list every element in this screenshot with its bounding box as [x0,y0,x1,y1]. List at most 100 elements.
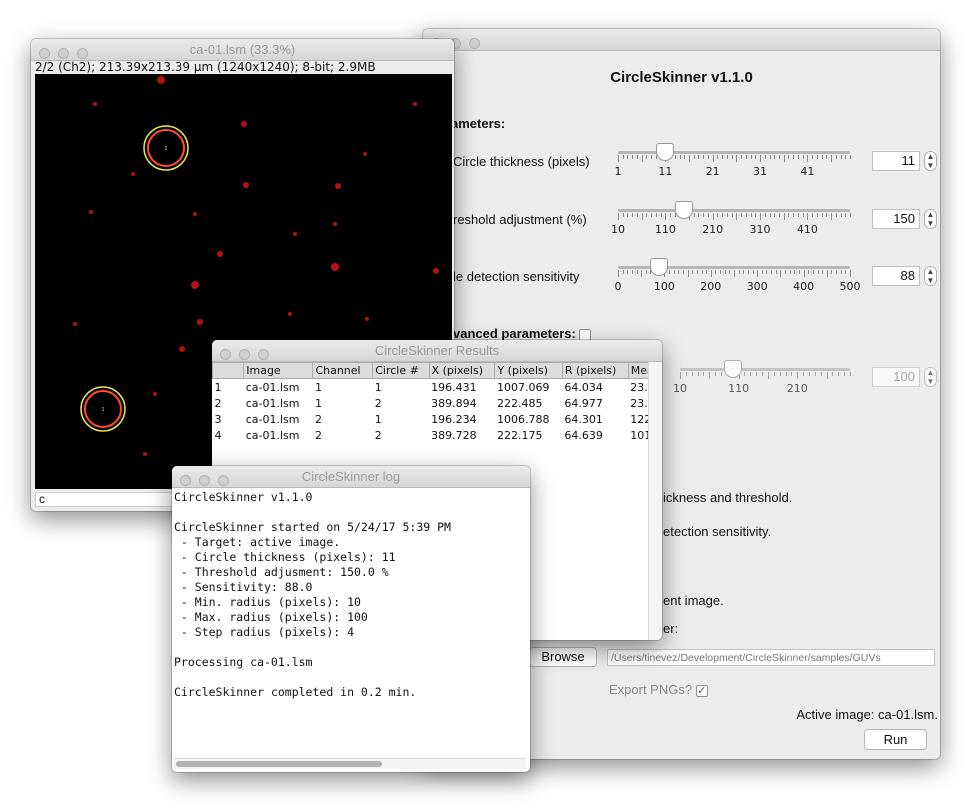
slider-tick [693,155,695,159]
slider-tick [689,155,691,162]
spinner-arrows-icon[interactable]: ▲ ▼ [924,367,937,387]
results-table[interactable]: Image Channel Circle # X (pixels) Y (pixels)… [212,362,662,443]
export-pngs-checkbox[interactable]: ✓ [695,684,708,697]
slider-tick-label: 410 [796,223,818,236]
table-row[interactable]: 2 ca-01.lsm 1 2 389.894 222.485 64.977 23. [213,395,662,411]
slider-tick [731,213,733,217]
slider-tick [785,270,787,274]
slider-thumb[interactable] [675,201,694,219]
results-column-header[interactable]: Channel [312,362,374,379]
log-titlebar[interactable]: CircleSkinner log [172,466,530,488]
threshold-label: reshold adjustment (%) [453,212,587,227]
slider-tick [780,270,782,277]
table-row[interactable]: 4 ca-01.lsm 2 2 389.728 222.175 64.639 101 [213,427,662,443]
slider-tick [812,155,814,159]
slider-tick [821,213,823,217]
slider-track[interactable] [618,151,850,154]
spinner-arrows-icon[interactable]: ▲ ▼ [924,209,937,229]
slider-tick [764,213,766,217]
table-cell: 64.977 [564,396,603,410]
slider-tick [631,270,633,274]
spinner-arrows-icon[interactable]: ▲ ▼ [924,266,937,286]
window-controls [220,345,277,366]
slider-thumb[interactable] [649,258,668,276]
slider-tick [701,270,703,274]
slider-track[interactable] [618,209,850,212]
slider-tick-label: 41 [800,165,815,178]
slider-tick [826,155,828,159]
slider-tick [774,213,776,217]
advanced-value[interactable]: 100 [872,367,920,387]
slider-tick-label: 200 [700,280,722,293]
hint-folder: er: [663,621,679,636]
slider-thumb[interactable] [656,143,675,161]
results-column-header[interactable]: Image [243,362,314,379]
log-hscrollbar[interactable] [174,758,526,769]
minimize-icon[interactable] [58,48,69,59]
log-hscroll-thumb[interactable] [176,761,382,767]
run-button[interactable]: Run [864,729,927,750]
table-cell: 3 [214,412,222,426]
threshold-value[interactable]: 150 [872,209,920,229]
table-cell: 196.431 [431,380,477,394]
slider-tick [750,213,752,217]
slider-tick [632,213,634,217]
results-vscrollbar[interactable] [648,362,662,640]
zoom-icon[interactable] [218,475,229,486]
slider-tick [641,155,643,162]
results-column-header[interactable]: R (pixels) [561,362,629,379]
slider-tick [803,372,805,376]
results-column-header[interactable]: X (pixels) [428,362,496,379]
folder-path-input[interactable]: /Users/tinevez/Development/CircleSkinner… [607,649,935,666]
slider-track[interactable] [680,368,850,371]
zoom-icon[interactable] [258,349,269,360]
results-column-header[interactable]: Circle # [372,362,430,379]
close-icon[interactable] [180,475,191,486]
image-titlebar[interactable]: ca-01.lsm (33.3%) [31,39,454,61]
slider-thumb[interactable] [723,360,742,378]
slider-tick [750,372,752,376]
spot [73,322,77,326]
table-cell: 1 [214,380,222,394]
sensitivity-slider[interactable]: 0 100 200 300 400 500 [615,258,861,293]
zoom-icon[interactable] [469,38,480,49]
main-titlebar[interactable] [423,29,940,51]
slider-tick [645,270,647,274]
close-icon[interactable] [220,349,231,360]
minimize-icon[interactable] [199,475,210,486]
spot [217,251,223,257]
table-cell: ca-01.lsm [245,380,300,394]
results-column-header[interactable]: Y (pixels) [494,362,563,379]
sensitivity-value[interactable]: 88 [872,266,920,286]
slider-tick [769,155,771,159]
table-row[interactable]: 1 ca-01.lsm 1 1 196.431 1007.069 64.034 23. [213,379,662,396]
slider-tick [738,270,740,274]
slider-track[interactable] [618,266,850,269]
table-cell: ca-01.lsm [245,396,300,410]
slider-tick [817,270,819,274]
slider-tick [822,270,824,274]
minimize-icon[interactable] [239,349,250,360]
advanced-parameters-checkbox[interactable] [579,328,592,341]
parameters-header: ameters: [451,116,506,131]
table-cell: 1 [314,396,322,410]
circle-thickness-value[interactable]: 11 [872,151,920,171]
slider-tick [826,372,828,379]
slider-tick [618,213,619,220]
slider-tick [646,213,648,217]
browse-button[interactable]: Browse [529,647,597,667]
circle-thickness-slider[interactable]: 1 11 21 31 41 [615,143,851,178]
slider-tick [722,213,724,217]
close-icon[interactable] [39,48,50,59]
table-row[interactable]: 3 ca-01.lsm 2 1 196.234 1006.788 64.301 122 [213,411,662,427]
slider-tick [752,270,754,274]
results-titlebar[interactable]: CircleSkinner Results [212,340,662,362]
slider-ticks [618,213,851,220]
spinner-arrows-icon[interactable]: ▲ ▼ [924,151,937,171]
results-column-header[interactable] [212,362,245,379]
slider-tick [820,372,822,376]
zoom-icon[interactable] [77,48,88,59]
slider-tick [821,155,823,159]
